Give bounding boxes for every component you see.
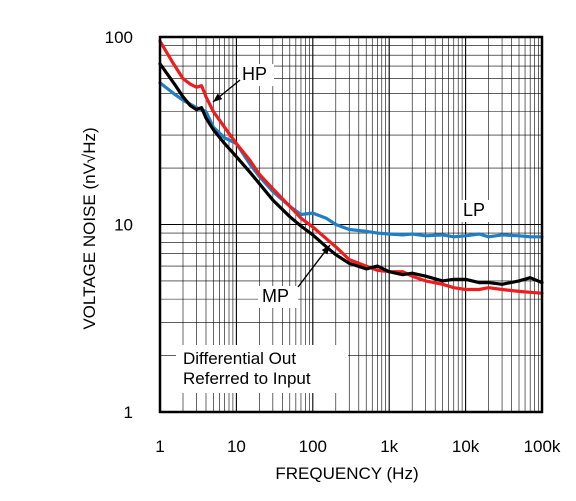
- series-line-hp: [158, 39, 544, 295]
- callout-box-hp: [238, 64, 274, 86]
- series-lines: [158, 39, 544, 295]
- x-tick-label: 1: [155, 437, 164, 456]
- annotation-line: Differential Out: [183, 349, 296, 368]
- annotation-line: Referred to Input: [183, 369, 311, 388]
- series-line-lp: [158, 81, 544, 239]
- callout-label-hp: HP: [242, 64, 267, 84]
- annotation-box: [176, 345, 348, 393]
- plot-frame: [158, 35, 544, 414]
- callout-label-lp: LP: [463, 200, 485, 220]
- x-tick-label: 100k: [524, 437, 561, 456]
- arrowhead: [213, 93, 223, 102]
- y-tick-label: 10: [114, 216, 133, 235]
- y-tick-label: 1: [124, 403, 133, 422]
- x-tick-label: 1k: [380, 437, 398, 456]
- x-tick-label: 10: [227, 437, 246, 456]
- arrowhead: [321, 245, 330, 255]
- y-axis-title: VOLTAGE NOISE (nV√Hz): [80, 127, 99, 329]
- x-tick-label: 100: [299, 437, 327, 456]
- y-tick-label: 100: [105, 28, 133, 47]
- series-line-mp: [158, 62, 544, 286]
- x-tick-label: 10k: [452, 437, 480, 456]
- tick-labels: 1 10 100 1k 10k 100k 1 10 100: [105, 28, 561, 456]
- x-axis-title: FREQUENCY (Hz): [275, 464, 418, 483]
- callout-box-mp: [258, 286, 298, 308]
- callout-box-lp: [459, 200, 495, 222]
- callout-label-mp: MP: [262, 286, 289, 306]
